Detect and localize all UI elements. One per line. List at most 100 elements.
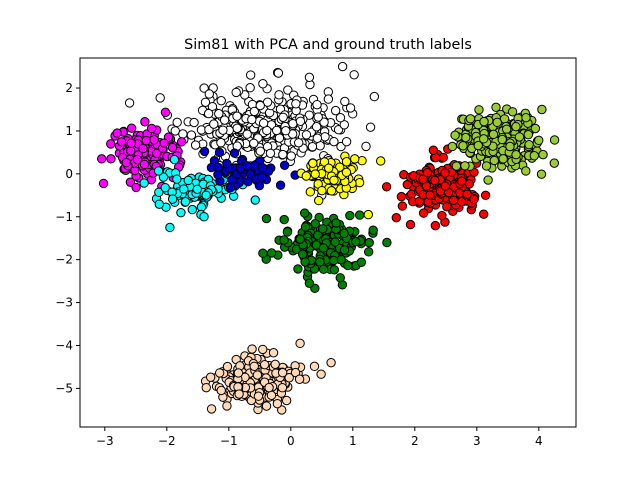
data-point bbox=[277, 367, 288, 378]
data-point bbox=[259, 359, 270, 370]
data-point bbox=[247, 114, 257, 125]
data-point bbox=[514, 132, 525, 142]
data-point bbox=[479, 209, 489, 219]
data-point bbox=[442, 202, 452, 212]
data-point bbox=[183, 175, 193, 186]
data-point bbox=[345, 103, 356, 113]
data-point bbox=[300, 222, 311, 232]
data-point bbox=[363, 247, 374, 257]
data-point bbox=[418, 174, 428, 184]
data-point bbox=[272, 125, 282, 136]
data-point bbox=[232, 111, 242, 121]
data-point bbox=[430, 220, 441, 231]
data-point bbox=[176, 207, 186, 218]
data-point bbox=[159, 138, 169, 148]
data-point bbox=[507, 107, 518, 117]
data-point bbox=[505, 141, 515, 152]
data-point bbox=[176, 137, 187, 147]
data-point bbox=[291, 99, 301, 109]
series-6 bbox=[381, 144, 491, 231]
data-point bbox=[308, 158, 318, 169]
x-tick-label: 0 bbox=[287, 434, 295, 448]
data-point bbox=[270, 359, 280, 370]
data-point bbox=[249, 361, 259, 371]
data-point bbox=[160, 182, 170, 193]
data-point bbox=[214, 147, 225, 158]
data-point bbox=[428, 145, 439, 155]
data-point bbox=[422, 168, 433, 178]
data-point bbox=[206, 404, 217, 414]
series-5 bbox=[258, 208, 392, 294]
data-point bbox=[340, 96, 350, 107]
data-point bbox=[216, 138, 226, 148]
data-point bbox=[530, 123, 541, 134]
data-point bbox=[448, 195, 459, 206]
data-point bbox=[418, 208, 429, 218]
data-point bbox=[293, 138, 304, 148]
data-point bbox=[304, 72, 315, 83]
data-point bbox=[178, 129, 188, 139]
data-point bbox=[498, 154, 508, 164]
data-point bbox=[249, 138, 259, 148]
data-point bbox=[310, 219, 320, 229]
data-point bbox=[323, 94, 334, 104]
series-4 bbox=[296, 151, 386, 220]
data-point bbox=[438, 152, 448, 163]
data-point bbox=[232, 123, 242, 133]
data-point bbox=[180, 197, 191, 207]
data-point bbox=[305, 187, 316, 197]
data-point bbox=[258, 79, 268, 89]
data-point bbox=[329, 136, 339, 147]
data-point bbox=[462, 189, 472, 199]
data-point bbox=[313, 112, 323, 122]
data-point bbox=[154, 199, 164, 209]
data-point bbox=[312, 99, 322, 110]
x-tick-label: −3 bbox=[96, 434, 114, 448]
data-point bbox=[172, 174, 182, 184]
data-point bbox=[141, 135, 151, 146]
data-point bbox=[124, 98, 135, 108]
series-0 bbox=[124, 61, 380, 201]
data-point bbox=[261, 213, 272, 224]
data-point bbox=[538, 149, 548, 160]
data-point bbox=[116, 137, 127, 147]
data-point bbox=[369, 91, 380, 102]
data-point bbox=[225, 182, 236, 193]
data-point bbox=[222, 361, 233, 372]
data-point bbox=[549, 158, 559, 168]
x-tick-label: 4 bbox=[535, 434, 543, 448]
data-point bbox=[549, 135, 560, 145]
data-point bbox=[430, 175, 440, 186]
data-point bbox=[300, 208, 310, 218]
data-point bbox=[335, 273, 345, 283]
data-point bbox=[153, 166, 164, 176]
data-point bbox=[125, 177, 136, 187]
x-tick-label: 2 bbox=[411, 434, 419, 448]
data-point bbox=[218, 125, 228, 135]
data-point bbox=[440, 181, 451, 191]
data-point bbox=[330, 237, 340, 247]
data-point bbox=[294, 374, 305, 384]
data-point bbox=[154, 187, 164, 197]
data-point bbox=[167, 142, 178, 153]
data-point bbox=[229, 148, 240, 158]
data-point bbox=[140, 117, 150, 127]
data-point bbox=[304, 278, 315, 288]
data-point bbox=[245, 83, 255, 93]
data-point bbox=[318, 264, 329, 274]
data-point bbox=[149, 135, 159, 145]
data-point bbox=[187, 204, 198, 215]
data-point bbox=[257, 163, 268, 173]
data-point bbox=[456, 196, 467, 207]
data-point bbox=[315, 257, 325, 267]
data-point bbox=[345, 210, 355, 221]
data-point bbox=[273, 68, 284, 78]
y-tick-label: −5 bbox=[55, 381, 73, 395]
data-point bbox=[139, 178, 149, 188]
y-tick-label: −4 bbox=[55, 338, 73, 352]
data-point bbox=[231, 87, 241, 98]
data-point bbox=[97, 154, 107, 164]
x-axis: −3 −2 −1 0 1 2 3 4 bbox=[96, 427, 543, 448]
data-point bbox=[391, 213, 402, 223]
